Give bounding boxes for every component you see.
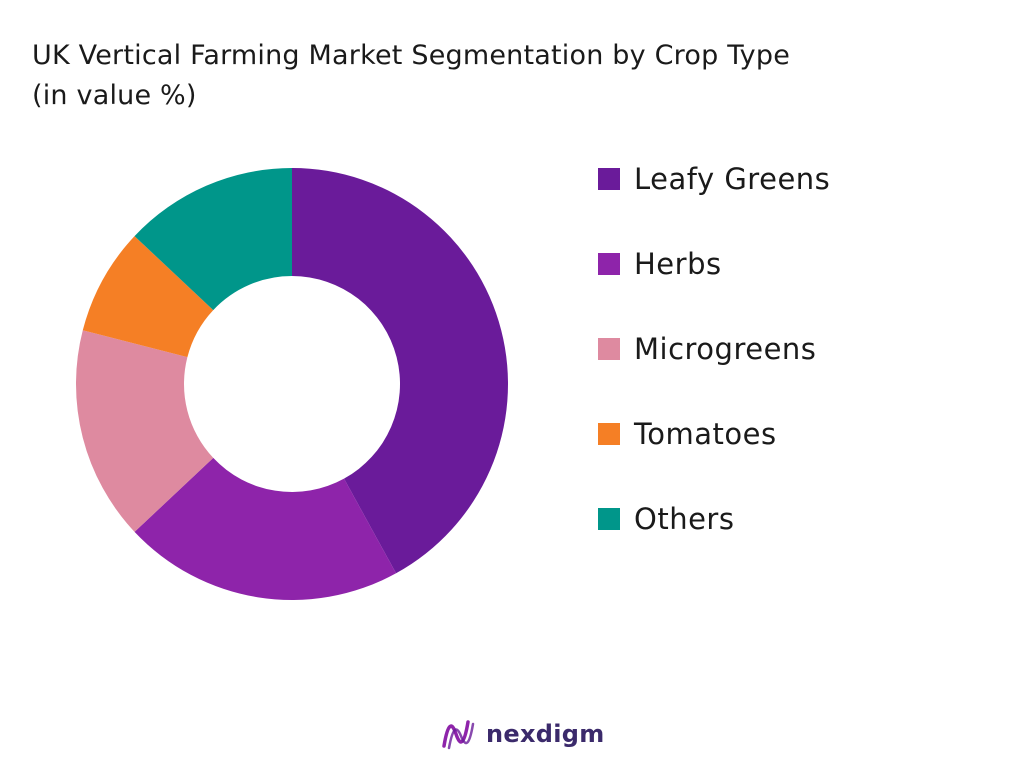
donut-slice-leafy-greens — [292, 168, 508, 574]
brand-name: nexdigm — [486, 720, 605, 748]
nexdigm-logo-icon — [442, 720, 475, 750]
legend-item-others: Others — [598, 498, 830, 540]
legend-item-herbs: Herbs — [598, 243, 830, 285]
donut-slice-microgreens — [76, 330, 214, 532]
donut-chart — [76, 168, 508, 600]
legend-swatch-herbs — [598, 253, 620, 275]
legend-label-microgreens: Microgreens — [634, 332, 817, 366]
legend-label-others: Others — [634, 502, 735, 536]
legend-swatch-others — [598, 508, 620, 530]
donut-slice-tomatoes — [82, 236, 214, 358]
legend-label-leafy-greens: Leafy Greens — [634, 162, 831, 196]
chart-title-line: UK Vertical Farming Market Segmentation … — [32, 40, 791, 71]
donut-slice-herbs — [134, 457, 397, 600]
legend-label-herbs: Herbs — [634, 247, 722, 281]
legend-item-tomatoes: Tomatoes — [598, 413, 830, 455]
chart-subtitle: (in value %) — [32, 80, 197, 111]
legend-item-microgreens: Microgreens — [598, 328, 830, 370]
legend-item-leafy-greens: Leafy Greens — [598, 158, 830, 200]
chart-title: UK Vertical Farming Market Segmentation … — [32, 36, 790, 116]
footer-brand: nexdigm — [440, 716, 605, 752]
donut-slice-others — [134, 168, 292, 311]
chart-legend: Leafy Greens Herbs Microgreens Tomatoes Othe… — [598, 158, 830, 583]
legend-swatch-microgreens — [598, 338, 620, 360]
legend-label-tomatoes: Tomatoes — [634, 417, 777, 451]
legend-swatch-leafy-greens — [598, 168, 620, 190]
legend-swatch-tomatoes — [598, 423, 620, 445]
